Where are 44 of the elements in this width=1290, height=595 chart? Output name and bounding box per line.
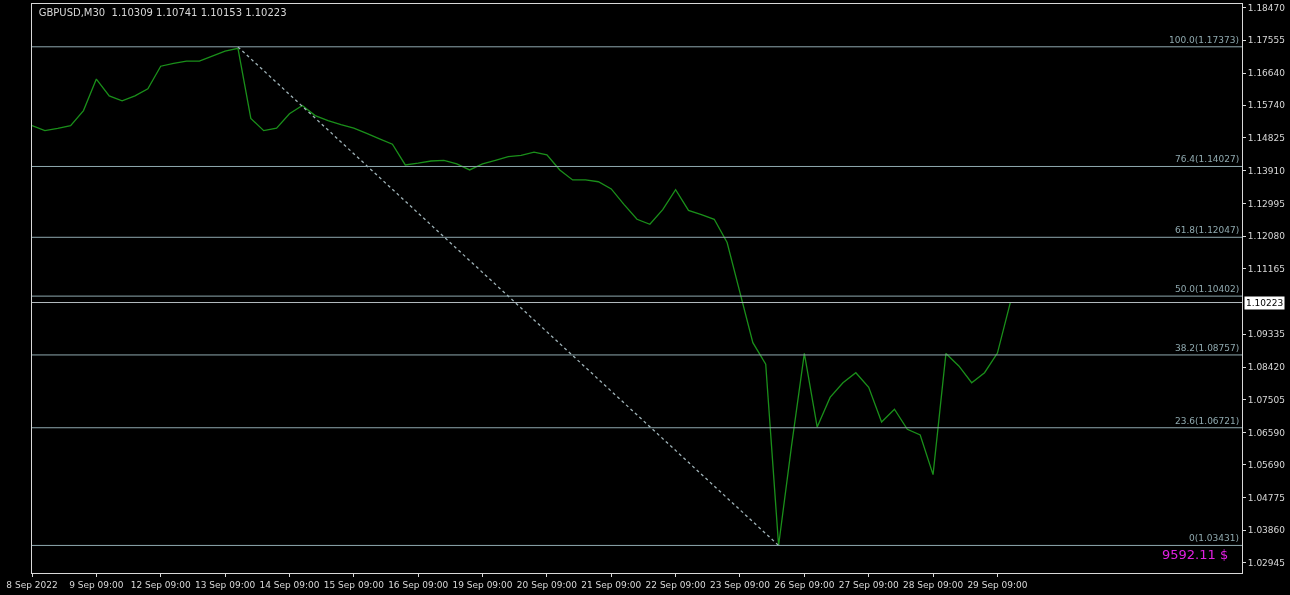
- y-tick-label: 1.04775: [1247, 492, 1286, 503]
- y-tick-label: 1.13910: [1247, 165, 1286, 176]
- x-tick-label: 26 Sep 09:00: [774, 579, 835, 590]
- x-tick-label: 28 Sep 09:00: [903, 579, 964, 590]
- x-tick-label: 13 Sep 09:00: [195, 579, 256, 590]
- x-tick-label: 29 Sep 09:00: [967, 579, 1028, 590]
- x-tick-label: 12 Sep 09:00: [130, 579, 192, 590]
- x-tick-label: 15 Sep 09:00: [323, 579, 385, 590]
- y-tick-label: 1.05690: [1247, 459, 1286, 470]
- y-tick-label: 1.11165: [1247, 263, 1286, 274]
- x-tick-label: 19 Sep 09:00: [452, 579, 513, 590]
- ref-line-label: 23.6(1.06721): [1175, 416, 1240, 426]
- ref-line-label: 76.4(1.14027): [1175, 154, 1240, 164]
- y-tick-label: 1.18470: [1247, 2, 1286, 13]
- x-tick-label: 23 Sep 09:00: [709, 579, 771, 590]
- y-tick-label: 1.16640: [1247, 68, 1286, 79]
- x-tick-label: 8 Sep 2022: [6, 579, 58, 590]
- x-tick-label: 9 Sep 09:00: [69, 579, 124, 590]
- annotation: 9592.11 $: [1162, 547, 1229, 562]
- x-tick-label: 27 Sep 09:00: [838, 579, 900, 590]
- y-tick-label: 1.17555: [1247, 35, 1286, 46]
- y-tick-label: 1.12080: [1247, 231, 1286, 242]
- ref-line-label: 61.8(1.12047): [1175, 225, 1240, 235]
- y-tick-label: 1.15740: [1247, 100, 1286, 111]
- y-tick-label: 1.02945: [1247, 557, 1286, 568]
- x-tick-label: 16 Sep 09:00: [388, 579, 449, 590]
- line-series: [32, 47, 1011, 547]
- y-tick-label: 1.09335: [1247, 329, 1286, 340]
- y-tick-label: 1.12995: [1247, 198, 1286, 209]
- x-tick-label: 22 Sep 09:00: [645, 579, 706, 590]
- y-tick-label: 1.03860: [1247, 525, 1286, 536]
- ref-line-label: 38.2(1.08757): [1175, 343, 1240, 353]
- x-tick-label: 20 Sep 09:00: [516, 579, 578, 590]
- x-tick-label: 21 Sep 09:00: [581, 579, 642, 590]
- ref-line-label: 1.10223: [1246, 298, 1284, 308]
- ref-line-label: 50.0(1.10402): [1175, 284, 1240, 294]
- y-tick-label: 1.07505: [1247, 394, 1286, 405]
- ref-line-label: 100.0(1.17373): [1169, 35, 1240, 45]
- ref-line-label: 0(1.03431): [1189, 533, 1239, 543]
- chart-title: GBPUSD,M30 1.10309 1.10741 1.10153 1.10223: [38, 6, 287, 18]
- x-tick-label: 14 Sep 09:00: [259, 579, 320, 590]
- y-tick-label: 1.08420: [1247, 362, 1286, 373]
- y-tick-label: 1.14825: [1247, 133, 1286, 144]
- y-tick-label: 1.06590: [1247, 427, 1286, 438]
